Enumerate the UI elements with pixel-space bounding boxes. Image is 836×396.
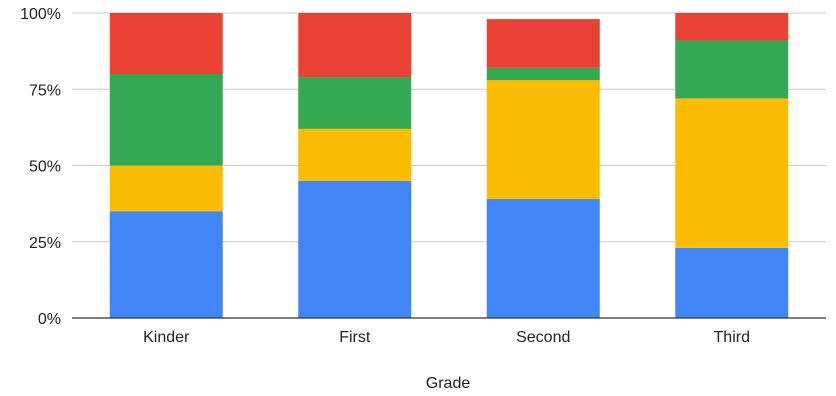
bar-segment-kinder-1 xyxy=(109,211,223,318)
x-tick-label-kinder: Kinder xyxy=(143,329,190,346)
bar-segment-second-3 xyxy=(486,67,600,81)
bar-segment-kinder-4 xyxy=(109,13,223,74)
bar-segment-kinder-3 xyxy=(109,74,223,166)
x-axis-title: Grade xyxy=(426,375,471,392)
bar-segment-second-4 xyxy=(486,19,600,68)
x-tick-labels: Kinder First Second Third xyxy=(143,329,750,346)
bar-segment-third-4 xyxy=(675,13,789,41)
bar-segment-first-2 xyxy=(298,128,412,181)
bars xyxy=(109,13,789,318)
bar-segment-third-1 xyxy=(675,247,789,318)
bar-segment-second-1 xyxy=(486,199,600,318)
y-tick-labels: 0% 25% 50% 75% 100% xyxy=(20,6,61,328)
y-tick-label: 50% xyxy=(29,159,61,176)
y-tick-label: 100% xyxy=(20,6,61,23)
bar-segment-third-3 xyxy=(675,40,789,99)
x-tick-label-third: Third xyxy=(714,329,750,346)
bar-segment-first-4 xyxy=(298,13,412,78)
bar-segment-first-3 xyxy=(298,77,412,129)
bar-segment-kinder-2 xyxy=(109,165,223,212)
bar-segment-second-2 xyxy=(486,80,600,200)
y-tick-label: 75% xyxy=(29,82,61,99)
x-tick-label-second: Second xyxy=(516,329,570,346)
y-tick-label: 0% xyxy=(38,311,61,328)
bar-segment-third-2 xyxy=(675,98,789,248)
bar-segment-first-1 xyxy=(298,180,412,318)
x-tick-label-first: First xyxy=(339,329,371,346)
y-tick-label: 25% xyxy=(29,235,61,252)
